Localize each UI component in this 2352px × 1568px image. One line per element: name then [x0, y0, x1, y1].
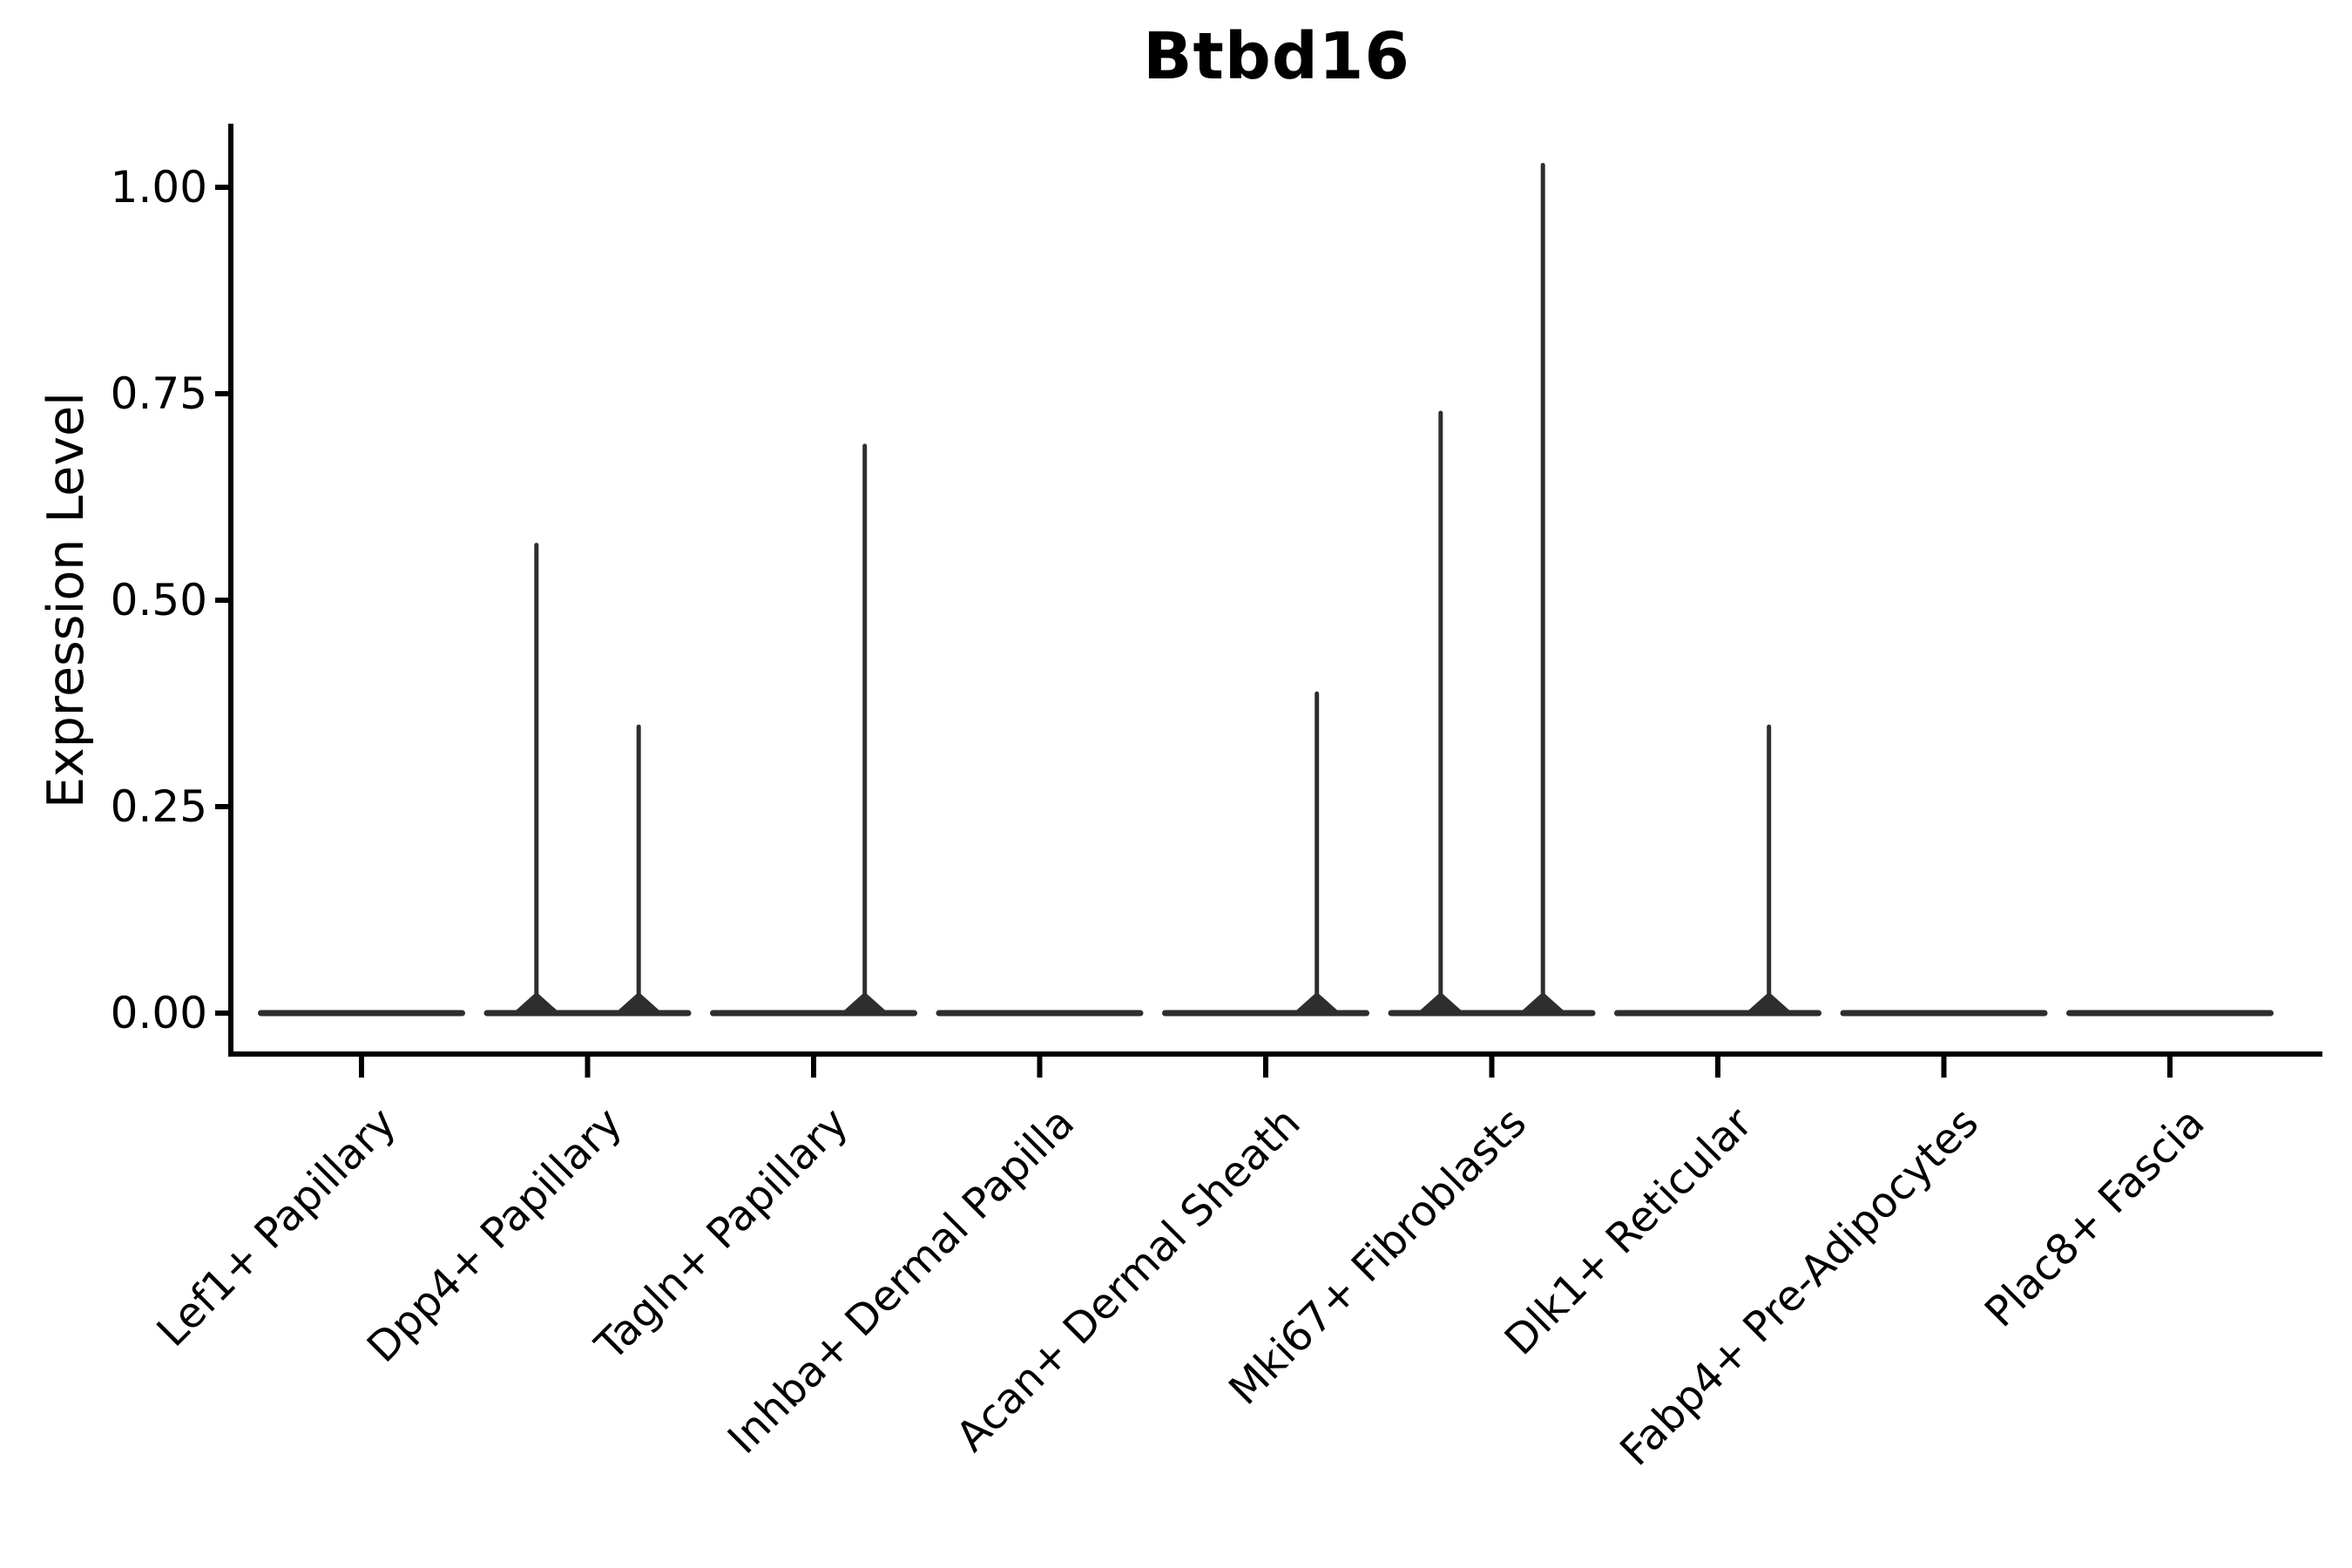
y-tick-label: 0.50	[111, 575, 207, 625]
violin-body	[483, 1010, 692, 1017]
violin-body	[258, 1010, 465, 1017]
x-tick-label: Fabp4+ Pre-Adipocytes	[1611, 1098, 1988, 1476]
violin-body	[1162, 1010, 1369, 1017]
x-tick-label: Lef1+ Papillary	[148, 1098, 406, 1356]
violin-body	[936, 1010, 1144, 1017]
violin-body	[1840, 1010, 2048, 1017]
violin-body	[710, 1010, 917, 1017]
y-tick-label: 0.25	[111, 781, 207, 832]
violin-body	[1388, 1010, 1596, 1017]
violin-body	[2066, 1010, 2274, 1017]
violin-body	[1614, 1010, 1821, 1017]
y-tick-label: 0.00	[111, 988, 207, 1038]
y-tick-label: 0.75	[111, 368, 207, 419]
x-tick-label: Dlk1+ Reticular	[1496, 1098, 1762, 1365]
x-tick-label: Plac8+ Fascia	[1976, 1098, 2214, 1337]
chart-title: Btbd16	[1143, 19, 1410, 94]
y-tick-label: 1.00	[111, 162, 207, 213]
